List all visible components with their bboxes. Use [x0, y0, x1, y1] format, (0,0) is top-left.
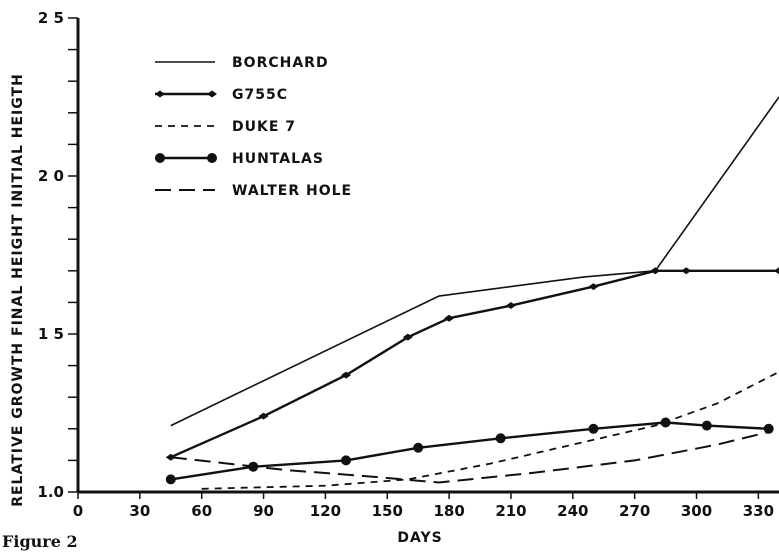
data-point-g755c	[650, 267, 661, 275]
legend-item-borchard: BORCHARD	[155, 55, 329, 71]
data-point-huntalas	[341, 455, 352, 466]
y-tick-label: 2 0	[38, 167, 64, 185]
data-point-g755c	[774, 267, 779, 275]
data-point-huntalas	[701, 420, 712, 431]
data-point-g755c	[341, 371, 352, 379]
data-point-g755c	[588, 283, 599, 291]
legend-item-huntalas: HUNTALAS	[155, 151, 324, 167]
y-tick-label: 2 5	[38, 9, 64, 27]
plot-area	[165, 96, 779, 490]
data-point-huntalas	[588, 423, 599, 434]
data-point-g755c	[165, 453, 176, 461]
legend-label: DUKE 7	[232, 119, 296, 135]
legend-item-walter-hole: WALTER HOLE	[155, 183, 352, 199]
series-g755c	[165, 267, 779, 461]
y-axis-title: RELATIVE GROWTH FINAL HEIGHT INITIAL HEI…	[10, 73, 26, 507]
x-tick-label: 90	[253, 502, 274, 520]
legend-label: BORCHARD	[232, 55, 329, 71]
x-tick-label: 30	[129, 502, 150, 520]
series-huntalas	[165, 417, 774, 485]
data-point-huntalas	[763, 423, 774, 434]
series-line-g755c	[170, 269, 779, 459]
x-tick-label: 240	[557, 502, 588, 520]
series-line-walter-hole	[170, 431, 769, 484]
x-tick-label: 330	[743, 502, 774, 520]
x-tick-label: 270	[619, 502, 650, 520]
x-tick-label: 150	[372, 502, 403, 520]
data-point-huntalas	[495, 433, 506, 444]
legend-item-duke-7: DUKE 7	[155, 119, 296, 135]
data-point-g755c	[505, 302, 516, 310]
legend-label: G755C	[232, 87, 288, 103]
series-borchard	[170, 96, 779, 427]
data-point-huntalas	[413, 442, 424, 453]
x-tick-label: 300	[681, 502, 712, 520]
legend-marker	[207, 153, 217, 163]
x-tick-label: 180	[433, 502, 464, 520]
legend-marker	[155, 90, 165, 98]
x-tick-label: 120	[310, 502, 341, 520]
x-tick-label: 0	[73, 502, 83, 520]
legend-label: HUNTALAS	[232, 151, 324, 167]
data-point-g755c	[681, 267, 692, 275]
data-point-huntalas	[660, 417, 671, 428]
axes: 1.0 1 5 2 0 2 5 0 30 60 90 120 150 180 210 240 270 300…	[37, 9, 779, 520]
x-axis-title: DAYS	[397, 530, 442, 546]
y-tick-label: 1.0	[37, 483, 64, 501]
legend: BORCHARD G755C DUKE 7 HUNTALAS WALTER HOLE	[155, 55, 352, 199]
y-tick-label: 1 5	[38, 325, 64, 343]
legend-marker	[207, 90, 217, 98]
legend-item-g755c: G755C	[155, 87, 288, 103]
figure-caption: Figure 2	[2, 532, 78, 551]
legend-label: WALTER HOLE	[232, 183, 352, 199]
series-walter-hole	[170, 431, 769, 484]
series-line-duke-7	[201, 371, 779, 490]
data-point-huntalas	[165, 474, 176, 485]
data-point-g755c	[444, 314, 455, 322]
series-line-borchard	[170, 96, 779, 427]
x-tick-label: 210	[495, 502, 526, 520]
legend-marker	[155, 153, 165, 163]
x-tick-label: 60	[191, 502, 212, 520]
data-point-g755c	[258, 412, 269, 420]
data-point-g755c	[402, 333, 413, 341]
series-duke-7	[201, 371, 779, 490]
